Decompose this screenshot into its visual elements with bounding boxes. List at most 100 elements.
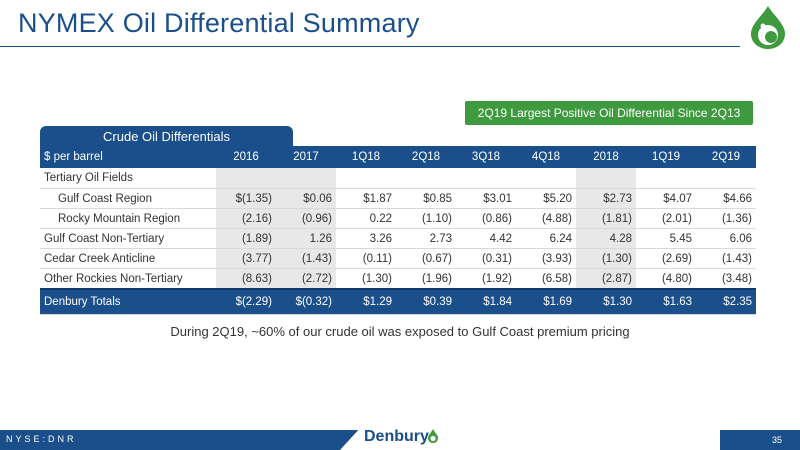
table-cell: (1.30) [336, 268, 396, 290]
column-header-3q18: 3Q18 [456, 146, 516, 168]
table-cell: $4.07 [636, 188, 696, 209]
table-cell: (1.96) [396, 268, 456, 290]
table-cell: (1.43) [276, 248, 336, 269]
differential-callout: 2Q19 Largest Positive Oil Differential S… [465, 101, 753, 125]
table-cell [696, 168, 756, 189]
table-cell: (3.77) [216, 248, 276, 269]
table-cell [216, 168, 276, 189]
pricing-note: During 2Q19, ~60% of our crude oil was e… [170, 324, 630, 339]
row-label: Rocky Mountain Region [40, 208, 216, 229]
column-header-2016: 2016 [216, 146, 276, 168]
totals-cell: $(2.29) [216, 288, 276, 315]
title-divider [0, 46, 740, 47]
table-header-row: $ per barrel 2016 2017 1Q18 2Q18 3Q18 4Q… [40, 146, 756, 168]
table-cell: (8.63) [216, 268, 276, 290]
table-cell: (0.86) [456, 208, 516, 229]
table-cell: (1.10) [396, 208, 456, 229]
table-cell [456, 168, 516, 189]
column-header-2018: 2018 [576, 146, 636, 168]
table-cell: (2.87) [576, 268, 636, 290]
oil-drop-logo-icon [751, 6, 785, 49]
table-cell [276, 168, 336, 189]
table-cell: (1.30) [576, 248, 636, 269]
footer-brand-panel [340, 426, 720, 450]
table-cell: (2.16) [216, 208, 276, 229]
column-header-2q19: 2Q19 [696, 146, 756, 168]
table-cell: 3.26 [336, 228, 396, 249]
table-cell: $3.01 [456, 188, 516, 209]
section-label: Tertiary Oil Fields [40, 168, 216, 189]
crude-oil-differentials-table: $ per barrel 2016 2017 1Q18 2Q18 3Q18 4Q… [40, 146, 756, 315]
table-tab-label: Crude Oil Differentials [40, 126, 293, 146]
table-cell: (3.48) [696, 268, 756, 290]
table-cell: $(1.35) [216, 188, 276, 209]
row-label: Other Rockies Non-Tertiary [40, 268, 216, 290]
section-row-tertiary: Tertiary Oil Fields [40, 168, 756, 189]
table-cell [516, 168, 576, 189]
table-cell: $0.06 [276, 188, 336, 209]
table-cell: (0.96) [276, 208, 336, 229]
table-cell: (4.88) [516, 208, 576, 229]
table-cell [336, 168, 396, 189]
table-cell: $1.87 [336, 188, 396, 209]
totals-label: Denbury Totals [40, 288, 216, 315]
table-cell: (4.80) [636, 268, 696, 290]
totals-cell: $1.29 [336, 288, 396, 315]
table-cell: (2.72) [276, 268, 336, 290]
table-cell: $4.66 [696, 188, 756, 209]
table-cell: (1.36) [696, 208, 756, 229]
table-cell: $5.20 [516, 188, 576, 209]
column-header-2017: 2017 [276, 146, 336, 168]
totals-cell: $1.69 [516, 288, 576, 315]
table-cell: 2.73 [396, 228, 456, 249]
table-cell: 5.45 [636, 228, 696, 249]
totals-row: Denbury Totals $(2.29) $(0.32) $1.29 $0.… [40, 288, 756, 315]
table-cell: (6.58) [516, 268, 576, 290]
table-cell: $2.73 [576, 188, 636, 209]
column-header-unit: $ per barrel [40, 146, 216, 168]
column-header-1q19: 1Q19 [636, 146, 696, 168]
footer-brand-name: Denbury [364, 428, 429, 445]
table-row: Gulf Coast Region $(1.35) $0.06 $1.87 $0… [40, 188, 756, 209]
table-cell: (1.81) [576, 208, 636, 229]
column-header-2q18: 2Q18 [396, 146, 456, 168]
totals-cell: $(0.32) [276, 288, 336, 315]
brand-drop-icon [428, 429, 438, 443]
row-label: Cedar Creek Anticline [40, 248, 216, 269]
page-number: 35 [772, 435, 783, 445]
table-cell: 6.24 [516, 228, 576, 249]
table-cell: $0.85 [396, 188, 456, 209]
totals-cell: $0.39 [396, 288, 456, 315]
row-label: Gulf Coast Region [40, 188, 216, 209]
table-cell: (2.01) [636, 208, 696, 229]
table-cell: 6.06 [696, 228, 756, 249]
table-row: Gulf Coast Non-Tertiary (1.89) 1.26 3.26… [40, 228, 756, 249]
table-cell [396, 168, 456, 189]
footer-ticker: NYSE:DNR [6, 434, 77, 444]
totals-cell: $1.84 [456, 288, 516, 315]
table-cell: 0.22 [336, 208, 396, 229]
table-cell [636, 168, 696, 189]
totals-cell: $1.30 [576, 288, 636, 315]
table-row: Other Rockies Non-Tertiary (8.63) (2.72)… [40, 268, 756, 290]
row-label: Gulf Coast Non-Tertiary [40, 228, 216, 249]
table-cell: (2.69) [636, 248, 696, 269]
table-row: Cedar Creek Anticline (3.77) (1.43) (0.1… [40, 248, 756, 269]
table-cell: 4.42 [456, 228, 516, 249]
column-header-1q18: 1Q18 [336, 146, 396, 168]
totals-cell: $2.35 [696, 288, 756, 315]
table-cell: (1.89) [216, 228, 276, 249]
table-cell: (1.43) [696, 248, 756, 269]
totals-cell: $1.63 [636, 288, 696, 315]
table-cell: (3.93) [516, 248, 576, 269]
column-header-4q18: 4Q18 [516, 146, 576, 168]
table-cell [576, 168, 636, 189]
table-cell: (0.11) [336, 248, 396, 269]
page-title: NYMEX Oil Differential Summary [18, 8, 420, 38]
table-cell: (0.31) [456, 248, 516, 269]
table-cell: (1.92) [456, 268, 516, 290]
table-cell: 1.26 [276, 228, 336, 249]
table-cell: (0.67) [396, 248, 456, 269]
table-row: Rocky Mountain Region (2.16) (0.96) 0.22… [40, 208, 756, 229]
table-cell: 4.28 [576, 228, 636, 249]
